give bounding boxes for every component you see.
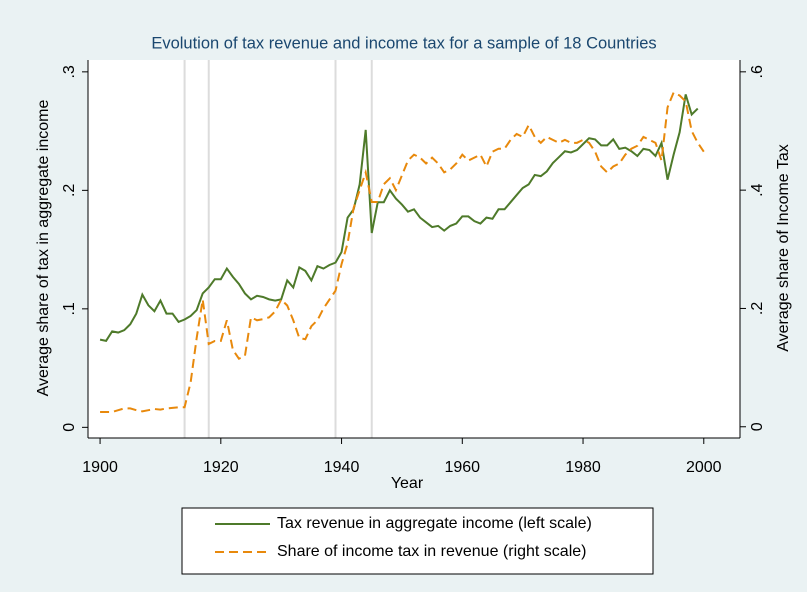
chart-title: Evolution of tax revenue and income tax … [151,34,656,52]
legend-label: Share of income tax in revenue (right sc… [277,543,586,560]
legend-label: Tax revenue in aggregate income (left sc… [277,515,592,532]
x-axis-title: Year [391,475,424,492]
plot-area [88,60,740,438]
x-tick-label: 2000 [686,459,722,476]
y-axis-title: Average share of tax in aggregate income [35,100,52,397]
y2-tick-label: 0 [749,422,766,431]
y-tick-label: .1 [61,302,78,315]
legend-box [181,507,654,575]
x-tick-label: 1980 [565,459,601,476]
data-line [99,94,699,342]
y-tick-label: .2 [61,184,78,197]
y2-tick-label: .4 [749,183,766,196]
y-tick-label: .3 [61,65,78,78]
y-tick-label: 0 [61,423,78,432]
y2-tick-label: .6 [749,65,766,78]
y2-tick-label: .2 [749,302,766,315]
x-tick-label: 1920 [203,459,239,476]
x-tick-label: 1900 [82,459,118,476]
x-tick-label: 1940 [324,459,360,476]
x-tick-label: 1960 [444,459,480,476]
data-line [100,91,705,413]
y2-axis-title: Average share of Income Tax [775,144,792,352]
